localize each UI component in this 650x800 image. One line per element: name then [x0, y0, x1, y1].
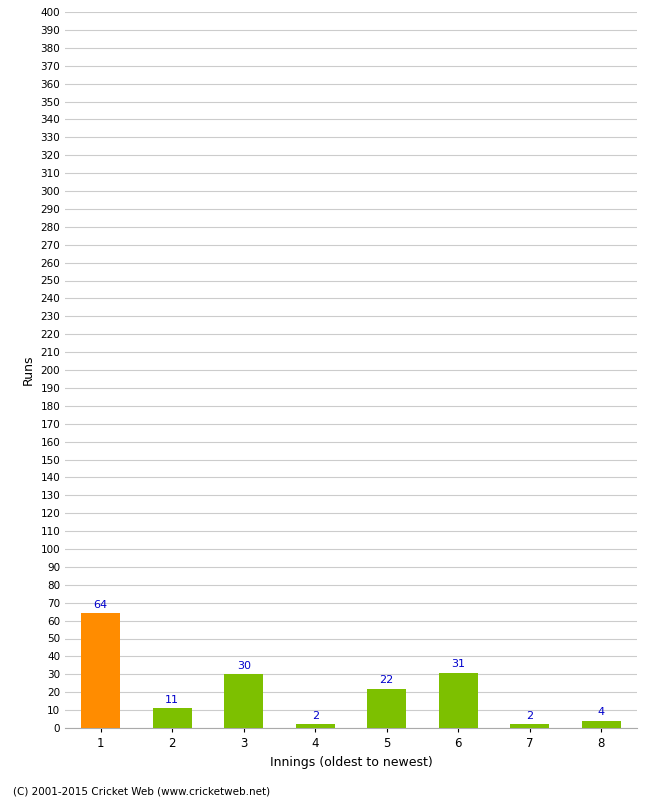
Y-axis label: Runs: Runs: [22, 354, 35, 386]
Bar: [510, 725, 549, 728]
Bar: [582, 721, 621, 728]
Text: (C) 2001-2015 Cricket Web (www.cricketweb.net): (C) 2001-2015 Cricket Web (www.cricketwe…: [13, 786, 270, 796]
Bar: [153, 708, 192, 728]
Bar: [296, 725, 335, 728]
Text: 11: 11: [165, 694, 179, 705]
Text: 22: 22: [380, 675, 394, 685]
Text: 4: 4: [598, 707, 604, 718]
Bar: [367, 689, 406, 728]
Text: 2: 2: [526, 711, 533, 721]
Text: 30: 30: [237, 661, 251, 670]
Text: 64: 64: [94, 600, 108, 610]
X-axis label: Innings (oldest to newest): Innings (oldest to newest): [270, 755, 432, 769]
Text: 31: 31: [451, 659, 465, 669]
Bar: [81, 614, 120, 728]
Bar: [224, 674, 263, 728]
Bar: [439, 673, 478, 728]
Text: 2: 2: [312, 711, 318, 721]
